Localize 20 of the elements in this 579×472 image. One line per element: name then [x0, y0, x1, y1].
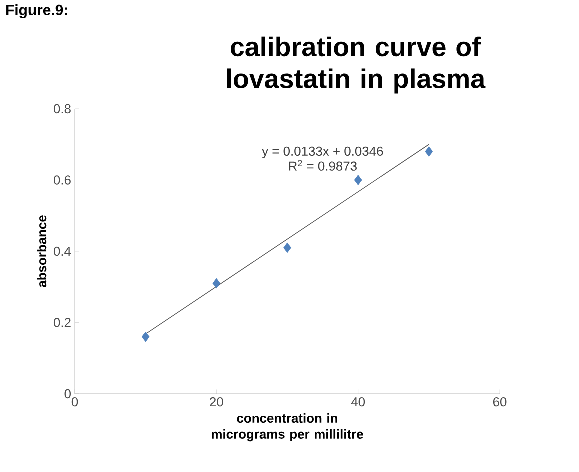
x-tick-label: 0 — [72, 398, 78, 407]
annotation: y = 0.0133x + 0.0346 — [262, 146, 384, 159]
x-tick-label: 60 — [493, 398, 507, 407]
y-tick-label: 0.6 — [54, 176, 71, 185]
point — [425, 146, 434, 157]
x-tick-label: 20 — [210, 398, 224, 407]
point — [284, 242, 292, 254]
point — [212, 278, 221, 289]
y-tick-label: 0.4 — [54, 246, 72, 256]
y-axis-title: absorbance — [37, 216, 47, 288]
annotation: R$^{2}$ = 0.9873 — [289, 160, 357, 171]
text: Figure.9: — [6, 4, 68, 19]
y-tick-label: 0.2 — [54, 318, 71, 328]
point — [142, 332, 150, 342]
y-tick-label: 0.8 — [54, 104, 71, 114]
y-tick-label: 0 — [64, 389, 71, 399]
x-axis-title: concentration in micrograms per millilitre — [212, 414, 364, 442]
point — [354, 175, 362, 186]
x-tick-label: 40 — [351, 398, 366, 407]
chart-title: calibration curve of lovastatin in plasma — [227, 36, 486, 94]
